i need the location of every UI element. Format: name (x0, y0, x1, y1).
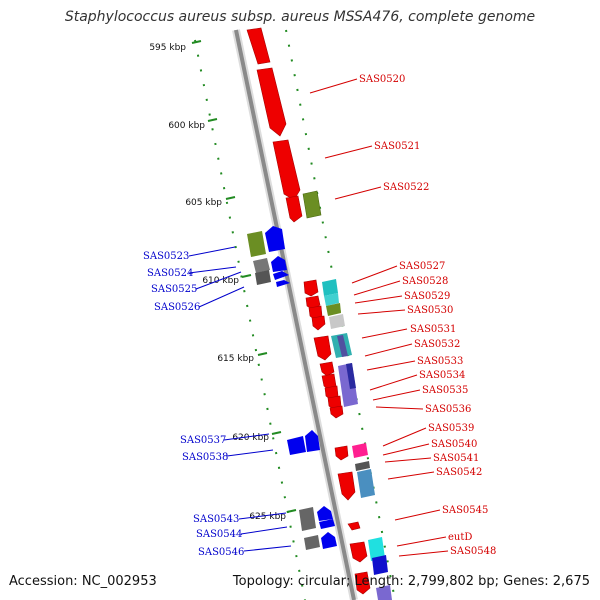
label-leaders-left (189, 247, 291, 551)
accession-label: Accession: NC_002953 (9, 574, 157, 589)
feature-block (322, 279, 338, 296)
gene-label[interactable]: SAS0521 (374, 141, 420, 152)
gene-labels-left: SAS0523 SAS0524 SAS0525 SAS0526 SAS0537 … (143, 251, 244, 558)
gene-label[interactable]: SAS0537 (180, 435, 226, 446)
gene-arrow[interactable] (348, 522, 360, 530)
gene-arrow[interactable] (321, 532, 337, 549)
tick-mark (242, 275, 251, 277)
gene-label[interactable]: SAS0534 (419, 370, 465, 381)
tick-mark (226, 197, 235, 199)
feature-block (303, 191, 321, 218)
feature-block (329, 314, 345, 329)
tick-mark (272, 432, 281, 434)
feature-block (372, 555, 388, 575)
gene-arrow[interactable] (257, 68, 286, 136)
gene-label[interactable]: SAS0524 (147, 268, 193, 279)
gene-label[interactable]: SAS0525 (151, 284, 197, 295)
feature-block (352, 443, 368, 458)
gene-arrow[interactable] (317, 506, 333, 521)
genome-stats: Topology: circular; Length: 2,799,802 bp… (233, 574, 590, 589)
feature-block (355, 461, 370, 471)
gene-labels-right: SAS0520 SAS0521 SAS0522 SAS0527 SAS0528 … (359, 74, 496, 557)
gene-arrow[interactable] (287, 436, 306, 455)
gene-label[interactable]: SAS0528 (402, 276, 448, 287)
gene-label[interactable]: SAS0545 (442, 505, 488, 516)
gene-label[interactable]: SAS0530 (407, 305, 453, 316)
tick-label: 605 kbp (185, 198, 222, 208)
gene-label[interactable]: SAS0533 (417, 356, 463, 367)
gene-label[interactable]: SAS0540 (431, 439, 477, 450)
gene-label[interactable]: SAS0529 (404, 291, 450, 302)
gene-arrow[interactable] (265, 226, 285, 252)
gene-label[interactable]: SAS0546 (198, 547, 244, 558)
gene-label[interactable]: SAS0538 (182, 452, 228, 463)
gene-arrow[interactable] (286, 196, 302, 222)
gene-label[interactable]: SAS0526 (154, 302, 200, 313)
gene-label[interactable]: SAS0548 (450, 546, 496, 557)
gene-arrow[interactable] (304, 280, 318, 296)
feature-block (357, 469, 375, 498)
gene-arrow[interactable] (350, 542, 367, 562)
gene-label[interactable]: SAS0543 (193, 514, 239, 525)
gene-label[interactable]: SAS0522 (383, 182, 429, 193)
tick-label: 595 kbp (149, 43, 186, 53)
gene-label[interactable]: eutD (448, 532, 472, 543)
gene-label[interactable]: SAS0535 (422, 385, 468, 396)
tick-label: 615 kbp (217, 354, 254, 364)
tick-mark (258, 353, 267, 355)
feature-block (299, 507, 316, 531)
tick-mark (192, 41, 201, 43)
gene-label[interactable]: SAS0523 (143, 251, 189, 262)
gene-label[interactable]: SAS0544 (196, 529, 242, 540)
gene-label[interactable]: SAS0531 (410, 324, 456, 335)
gene-label[interactable]: SAS0541 (433, 453, 479, 464)
gene-arrow[interactable] (314, 336, 331, 360)
gene-label[interactable]: SAS0539 (428, 423, 474, 434)
gene-arrow[interactable] (330, 406, 343, 418)
gene-label[interactable]: SAS0542 (436, 467, 482, 478)
tick-mark (208, 119, 217, 121)
gene-arrow[interactable] (335, 446, 348, 460)
gene-arrow[interactable] (247, 28, 270, 64)
feature-block (304, 535, 320, 550)
feature-block (247, 231, 266, 257)
gene-label[interactable]: SAS0536 (425, 404, 471, 415)
gene-arrow[interactable] (312, 316, 325, 330)
gene-arrow[interactable] (338, 472, 355, 500)
gene-arrow[interactable] (320, 362, 334, 376)
gene-label[interactable]: SAS0527 (399, 261, 445, 272)
gene-label[interactable]: SAS0520 (359, 74, 405, 85)
gene-label[interactable]: SAS0532 (414, 339, 460, 350)
reverse-genes (247, 226, 337, 550)
tick-mark (287, 510, 296, 512)
tick-label: 600 kbp (168, 121, 205, 131)
gene-arrow[interactable] (273, 140, 300, 200)
